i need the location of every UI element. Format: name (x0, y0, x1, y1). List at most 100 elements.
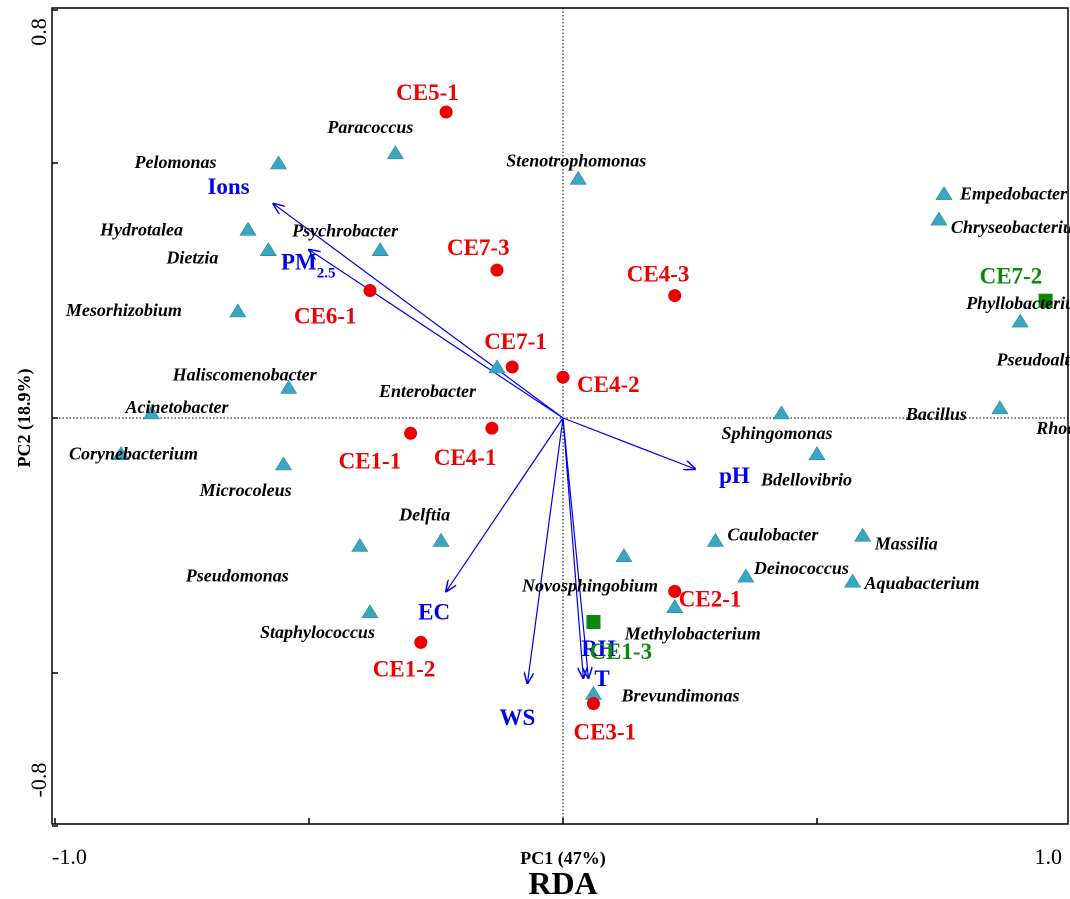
species-point-psychrobacter (371, 242, 389, 256)
species-label-caulobacter: Caulobacter (727, 524, 819, 544)
env-arrows (273, 204, 695, 683)
species-point-mesorhizobium (229, 303, 247, 318)
species-point-phyllobacterium (1011, 313, 1029, 328)
species-point-paracoccus (386, 145, 404, 160)
species-point-empedobacter (935, 186, 953, 200)
sample-point-ce3-1 (586, 697, 600, 711)
species-point-sphingomonas (772, 405, 790, 420)
species-label-stenotrophomonas: Stenotrophomonas (506, 150, 646, 170)
species-point-hydrotalea (239, 221, 257, 236)
species-point-staphylococcus (361, 604, 379, 619)
sample-points (363, 105, 1053, 711)
species-point-methylobacterium (666, 599, 684, 614)
chart-title: RDA (528, 865, 597, 899)
env-label-rh: RH (581, 636, 616, 661)
sample-label-ce3-1: CE3-1 (573, 720, 636, 745)
env-label-ions: Ions (207, 174, 249, 199)
species-label-corynebacterium: Corynebacterium (69, 444, 198, 464)
species-label-delftia: Delftia (398, 504, 450, 524)
species-point-stenotrophomonas (569, 170, 587, 185)
species-label-acinetobacter: Acinetobacter (125, 397, 230, 417)
env-arrow-pm (309, 250, 564, 419)
species-label-mesorhizobium: Mesorhizobium (65, 300, 182, 320)
env-arrow-ec (446, 417, 564, 591)
species-label-bdellovibrio: Bdellovibrio (760, 470, 852, 490)
species-label-haliscomenobacter: Haliscomenobacter (172, 364, 318, 384)
sample-label-ce7-1: CE7-1 (484, 329, 547, 354)
point-labels: Ions PM2.5 pH RH EC WS T Paracoccus Pelomonas Ste… (65, 80, 1070, 745)
axis-ticks (52, 9, 818, 827)
x-tick-label-max: 1.0 (1035, 844, 1063, 869)
species-label-hydrotalea: Hydrotalea (99, 219, 183, 239)
species-label-methylobacterium: Methylobacterium (624, 624, 761, 644)
sample-label-ce2-1: CE2-1 (679, 586, 742, 611)
x-axis-label: PC1 (47%) (520, 848, 605, 869)
sample-point-ce1-2 (414, 635, 428, 649)
species-label-psychrobacter: Psychrobacter (291, 221, 399, 241)
env-label-pm: PM2.5 (281, 250, 336, 282)
sample-point-ce1-3 (586, 615, 601, 629)
species-point-acinetobacter (142, 405, 161, 420)
env-arrow-ws (527, 417, 564, 683)
y-tick-label-max: 0.8 (26, 18, 51, 46)
sample-label-ce5-1: CE5-1 (396, 80, 459, 105)
species-label-pseudomonas: Pseudomonas (185, 566, 289, 586)
species-point-delftia (432, 532, 450, 547)
species-point-bdellovibrio (808, 446, 826, 461)
sample-label-ce1-2: CE1-2 (373, 656, 436, 681)
species-point-dietzia (259, 242, 277, 256)
env-arrow-ions (273, 204, 564, 419)
zero-lines (52, 8, 1068, 824)
species-label-novosphingobium: Novosphingobium (521, 576, 658, 596)
species-point-deinococcus (737, 568, 755, 583)
y-tick-label-min: -0.8 (26, 763, 51, 798)
env-label-ec: EC (418, 599, 450, 624)
species-label-rhodococcus: Rhodococcus (1035, 418, 1070, 438)
env-label-ph: pH (719, 463, 750, 488)
species-points (112, 145, 1029, 700)
sample-point-ce4-2 (556, 370, 570, 384)
species-point-aquabacterium (844, 573, 862, 588)
env-label-t: T (594, 666, 609, 691)
species-label-pseudoalteromonas: Pseudoalteromonas (996, 350, 1070, 370)
species-point-bacillus (991, 400, 1009, 415)
env-arrow-ph (562, 417, 695, 469)
species-label-sphingomonas: Sphingomonas (721, 423, 832, 443)
species-point-caulobacter (706, 532, 724, 547)
species-label-enterobacter: Enterobacter (378, 381, 477, 401)
species-point-pelomonas (269, 155, 288, 170)
species-label-paracoccus: Paracoccus (326, 117, 413, 137)
sample-point-ce5-1 (439, 105, 453, 119)
species-point-haliscomenobacter (280, 379, 298, 394)
species-point-corynebacterium (112, 446, 130, 461)
species-point-chryseobacterium (930, 211, 948, 226)
species-label-phyllobacterium: Phyllobacterium (965, 293, 1070, 313)
species-label-brevundimonas: Brevundimonas (620, 685, 739, 705)
plot-frame (51, 7, 1069, 825)
species-label-pelomonas: Pelomonas (134, 152, 217, 172)
sample-point-ce2-1 (668, 584, 682, 598)
species-label-empedobacter: Empedobacter (959, 184, 1068, 204)
sample-point-ce4-1 (485, 421, 499, 435)
species-label-staphylococcus: Staphylococcus (260, 622, 375, 642)
species-label-aquabacterium: Aquabacterium (864, 573, 980, 593)
sample-label-ce1-3: CE1-3 (589, 639, 652, 664)
env-arrow-rh (562, 417, 583, 678)
sample-label-ce4-2: CE4-2 (577, 372, 640, 397)
y-axis-label: PC2 (18.9%) (14, 369, 35, 468)
sample-point-ce7-2 (1038, 293, 1053, 308)
species-point-enterobacter (488, 359, 506, 374)
x-tick-label-min: -1.0 (52, 844, 87, 869)
sample-label-ce4-1: CE4-1 (434, 445, 497, 470)
species-label-dietzia: Dietzia (165, 248, 218, 268)
species-label-chryseobacterium: Chryseobacterium (951, 217, 1070, 237)
sample-label-ce6-1: CE6-1 (294, 304, 357, 329)
sample-label-ce4-3: CE4-3 (627, 262, 690, 287)
sample-label-ce7-2: CE7-2 (980, 264, 1043, 289)
sample-label-ce1-1: CE1-1 (339, 448, 402, 473)
sample-point-ce7-1 (505, 360, 519, 374)
sample-point-ce7-3 (490, 263, 504, 277)
sample-point-ce1-1 (404, 426, 418, 440)
sample-label-ce7-3: CE7-3 (447, 235, 510, 260)
